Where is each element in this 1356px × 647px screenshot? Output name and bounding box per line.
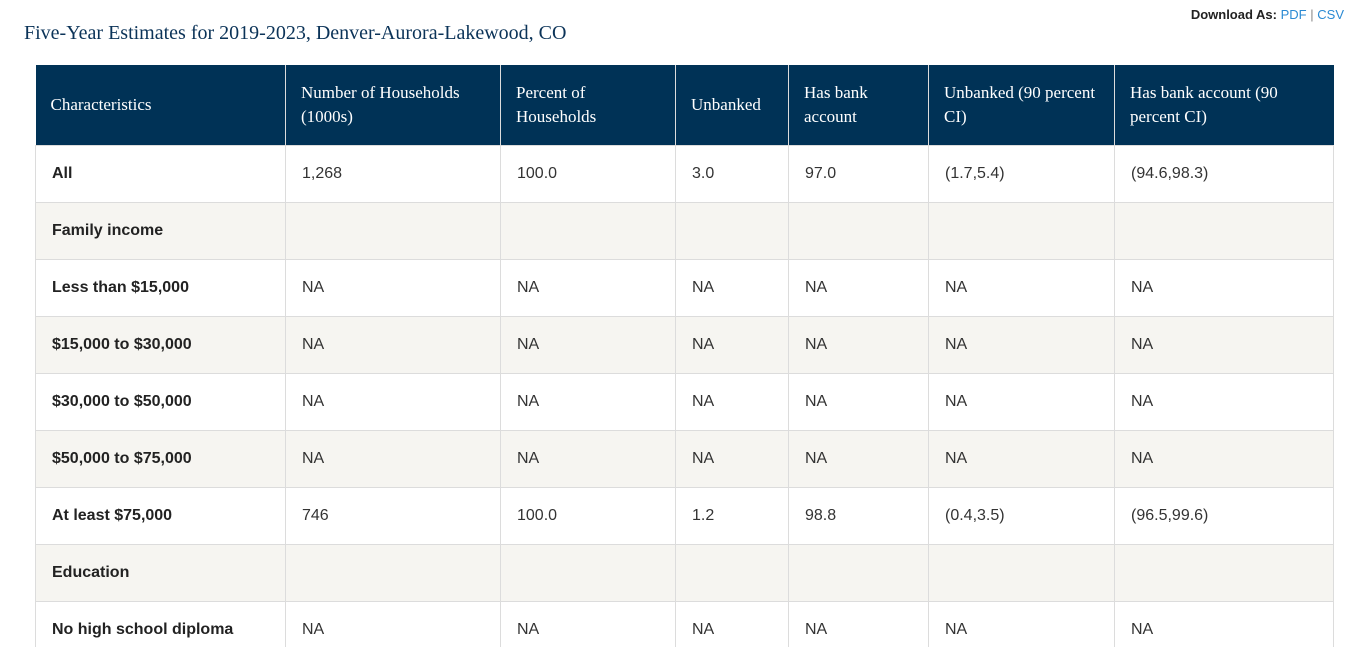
table-row: No high school diploma NA NA NA NA NA NA	[35, 601, 1334, 647]
row-label: No high school diploma	[35, 601, 286, 647]
data-table: Characteristics Number of Households (100…	[35, 65, 1334, 647]
table-cell: NA	[285, 430, 501, 488]
table-cell: NA	[500, 373, 676, 431]
table-cell	[675, 202, 789, 260]
table-row: Family income	[35, 202, 1334, 260]
table-cell: (1.7,5.4)	[928, 145, 1115, 203]
download-pdf[interactable]: PDF	[1280, 7, 1307, 22]
table-cell: 97.0	[788, 145, 929, 203]
table-row: Less than $15,000 NA NA NA NA NA NA	[35, 259, 1334, 317]
table-cell: NA	[788, 316, 929, 374]
table-cell: 1,268	[285, 145, 501, 203]
row-label: At least $75,000	[35, 487, 286, 545]
table-cell	[788, 544, 929, 602]
table-cell: (0.4,3.5)	[928, 487, 1115, 545]
table-cell: NA	[1114, 601, 1334, 647]
table-cell: 100.0	[500, 145, 676, 203]
table-cell	[675, 544, 789, 602]
table-cell: NA	[1114, 316, 1334, 374]
table-row: All 1,268 100.0 3.0 97.0 (1.7,5.4) (94.6,98.3)	[35, 145, 1334, 203]
table-cell: NA	[500, 259, 676, 317]
table-cell	[285, 544, 501, 602]
table-cell: (94.6,98.3)	[1114, 145, 1334, 203]
table-cell: NA	[675, 430, 789, 488]
column-header: Percent of Households	[500, 65, 676, 146]
table-cell: 3.0	[675, 145, 789, 203]
table-cell: 746	[285, 487, 501, 545]
table-cell: NA	[285, 601, 501, 647]
table-cell: NA	[928, 316, 1115, 374]
table-cell: 100.0	[500, 487, 676, 545]
column-header: Unbanked	[675, 65, 789, 146]
column-header: Unbanked (90 percent CI)	[928, 65, 1115, 146]
table-cell: NA	[788, 430, 929, 488]
page-title: Five-Year Estimates for 2019-2023, Denve…	[24, 22, 567, 44]
row-label: $30,000 to $50,000	[35, 373, 286, 431]
table-row: $30,000 to $50,000 NA NA NA NA NA NA	[35, 373, 1334, 431]
download-label: Download As:	[1190, 7, 1277, 22]
table-cell: 1.2	[675, 487, 789, 545]
table-cell	[285, 202, 501, 260]
table-cell: NA	[285, 316, 501, 374]
table-cell	[788, 202, 929, 260]
download-bar: Download As: PDF | CSV	[1191, 7, 1344, 22]
row-label: Family income	[35, 202, 286, 260]
table-cell	[500, 544, 676, 602]
column-header: Has bank account (90 percent CI)	[1114, 65, 1334, 146]
table-cell: NA	[675, 601, 789, 647]
row-label: Education	[35, 544, 286, 602]
table-cell: NA	[285, 259, 501, 317]
row-label: Less than $15,000	[35, 259, 286, 317]
table-cell	[928, 202, 1115, 260]
table-cell: NA	[285, 373, 501, 431]
table-row: $15,000 to $30,000 NA NA NA NA NA NA	[35, 316, 1334, 374]
table-cell: NA	[928, 430, 1115, 488]
table-cell	[500, 202, 676, 260]
table-cell: NA	[928, 601, 1115, 647]
row-label: $15,000 to $30,000	[35, 316, 286, 374]
table-cell: NA	[500, 430, 676, 488]
table-cell: NA	[1114, 373, 1334, 431]
separator: |	[1310, 7, 1314, 22]
table-cell: 98.8	[788, 487, 929, 545]
column-header: Has bank account	[788, 65, 929, 146]
table-cell: NA	[1114, 259, 1334, 317]
download-csv[interactable]: CSV	[1317, 7, 1344, 22]
row-label: All	[35, 145, 286, 203]
row-label: $50,000 to $75,000	[35, 430, 286, 488]
table-cell: NA	[675, 259, 789, 317]
table-cell: NA	[788, 373, 929, 431]
table-cell: NA	[500, 601, 676, 647]
table-cell	[1114, 544, 1334, 602]
header-row: Characteristics Number of Households (100…	[35, 65, 1334, 146]
table-cell: NA	[675, 373, 789, 431]
table-cell: NA	[788, 259, 929, 317]
table-cell: NA	[1114, 430, 1334, 488]
table-row: Education	[35, 544, 1334, 602]
table-cell: NA	[675, 316, 789, 374]
table-cell: (96.5,99.6)	[1114, 487, 1334, 545]
column-header: Characteristics	[35, 65, 286, 146]
table-cell: NA	[500, 316, 676, 374]
table-cell	[928, 544, 1115, 602]
table-cell: NA	[928, 259, 1115, 317]
column-header: Number of Households (1000s)	[285, 65, 501, 146]
table-cell: NA	[788, 601, 929, 647]
table-body: All 1,268 100.0 3.0 97.0 (1.7,5.4) (94.6,98.3)…	[35, 145, 1334, 647]
table-cell	[1114, 202, 1334, 260]
table-row: $50,000 to $75,000 NA NA NA NA NA NA	[35, 430, 1334, 488]
table-cell: NA	[928, 373, 1115, 431]
table-row: At least $75,000 746 100.0 1.2 98.8 (0.4,3.5)…	[35, 487, 1334, 545]
